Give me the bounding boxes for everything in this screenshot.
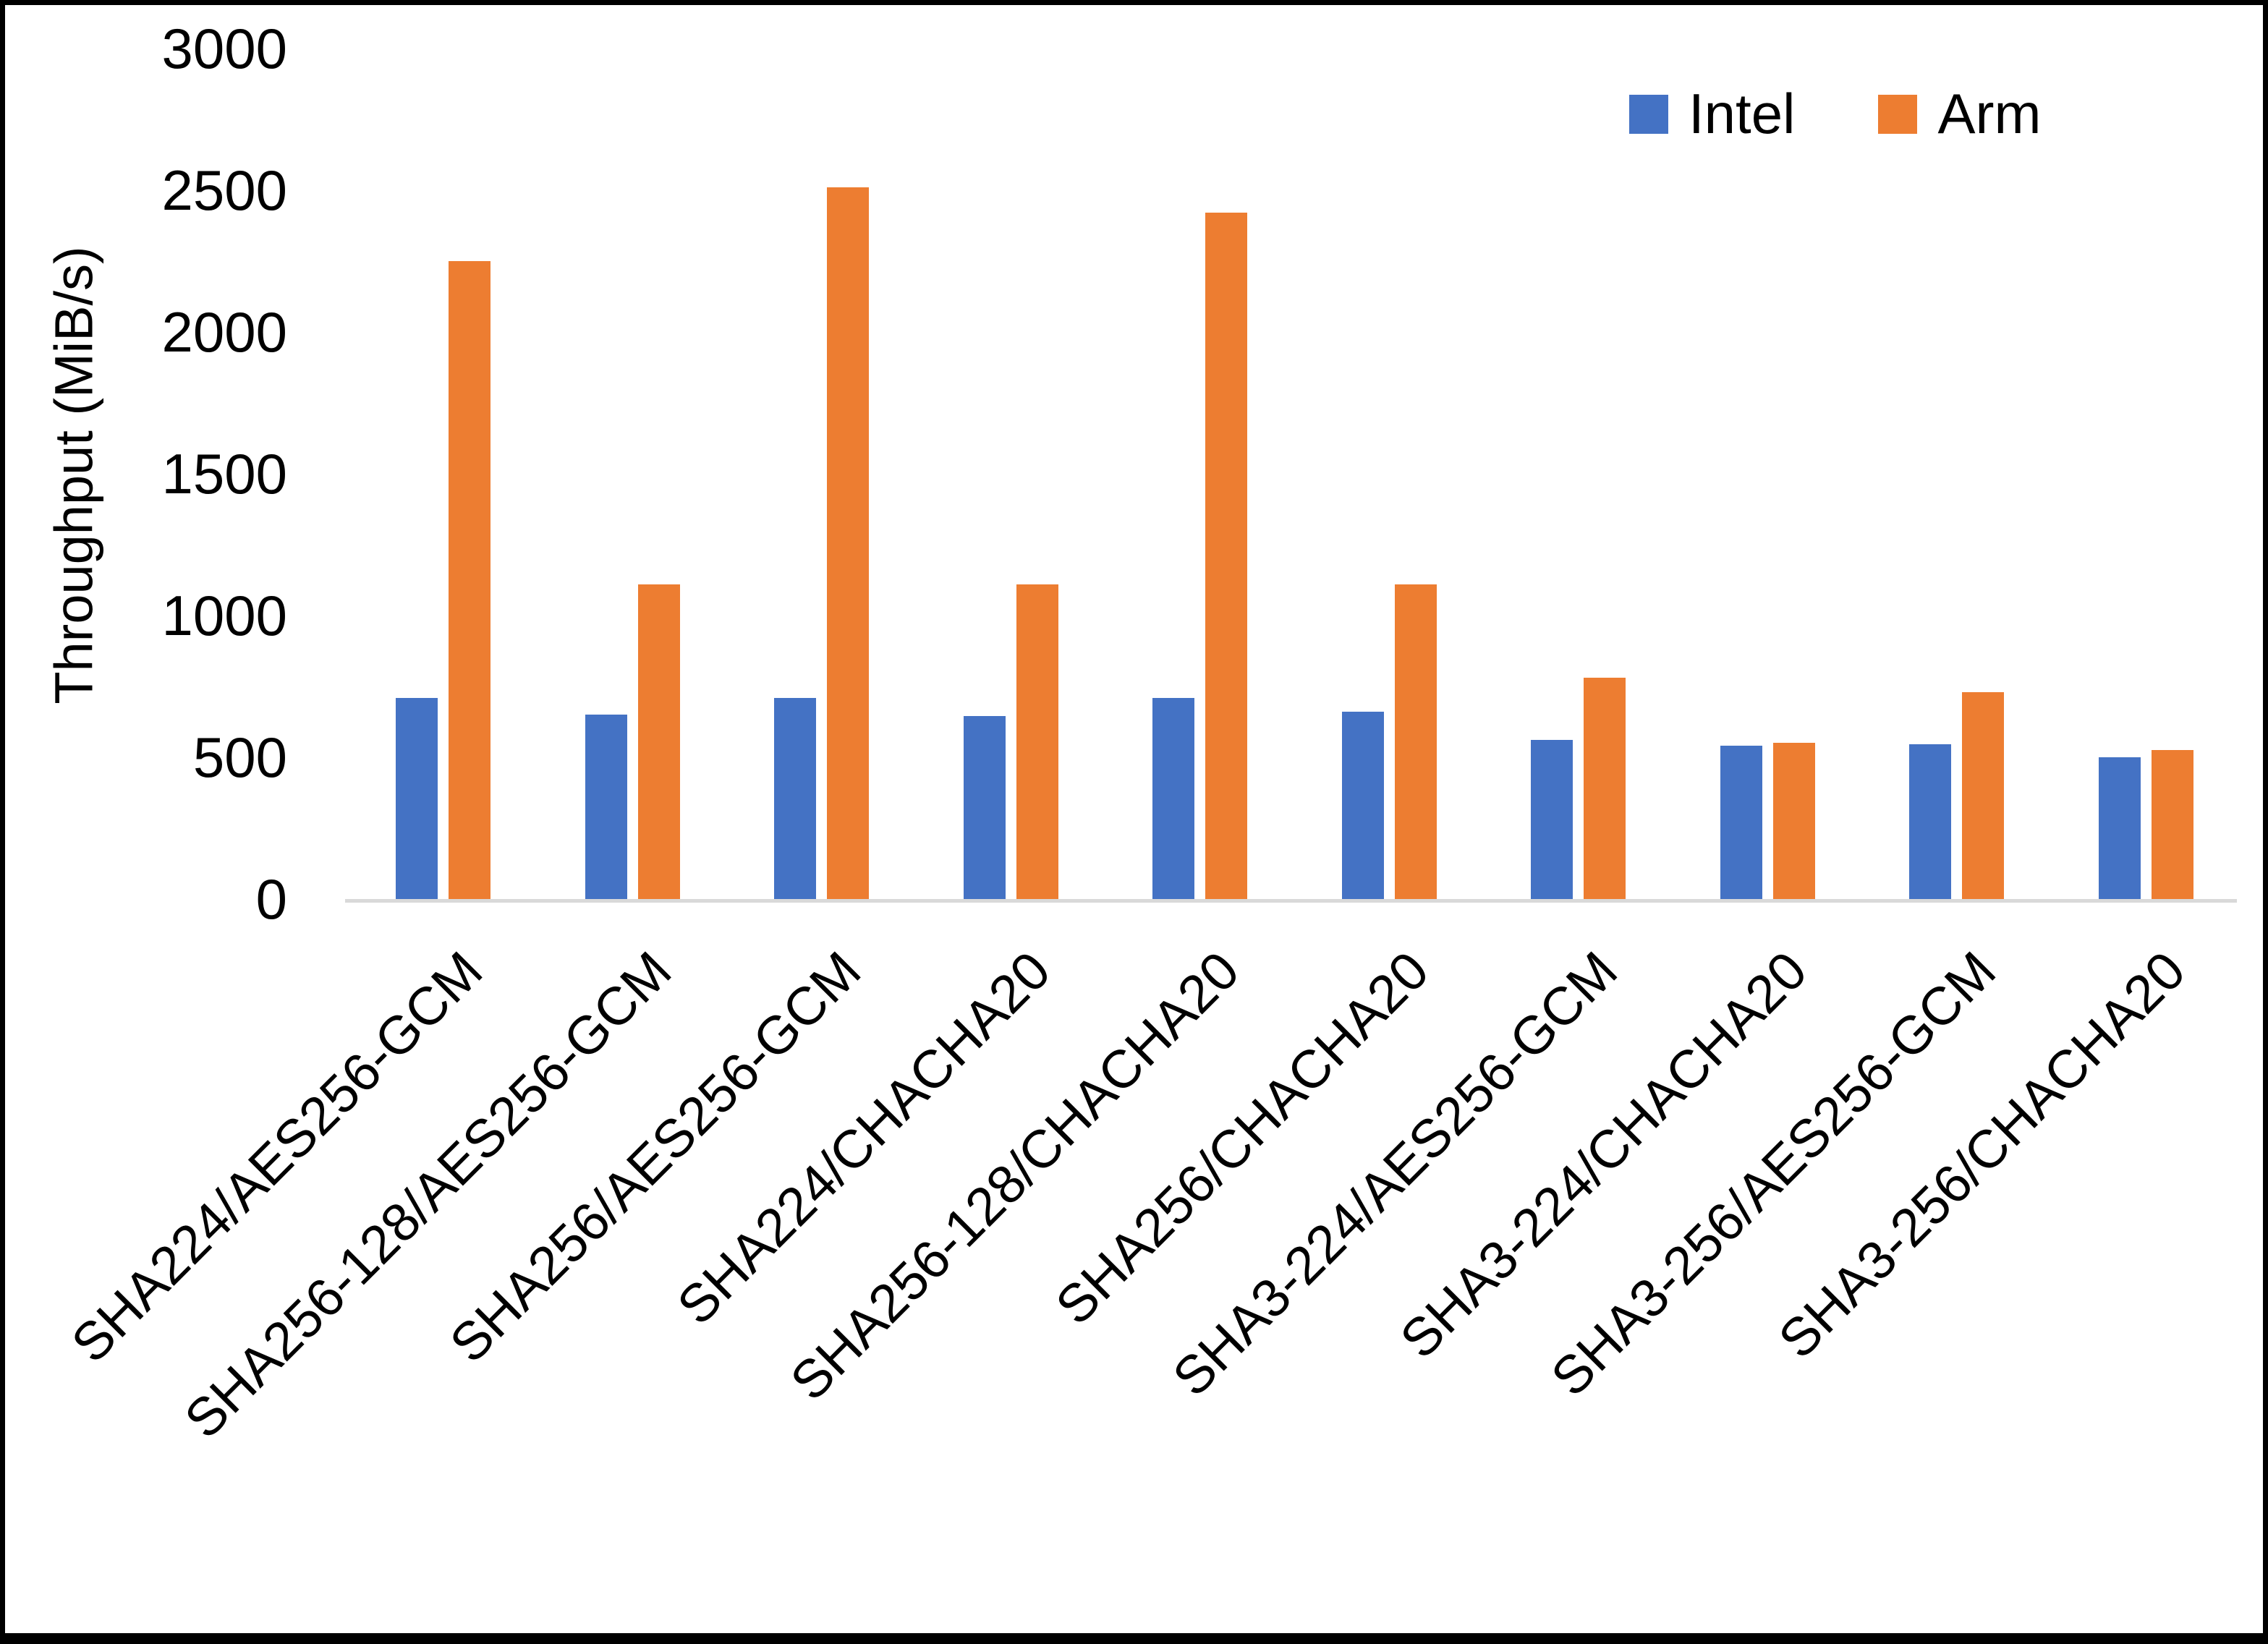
y-tick-0: 0 — [255, 867, 287, 931]
intel-bar-SHA3-224/CHACHA20 — [1720, 746, 1762, 899]
intel-series-swatch-icon — [1629, 94, 1668, 134]
arm-bar-SHA256/AES256-GCM — [827, 187, 869, 899]
legend: Intel Arm — [1629, 81, 2041, 147]
legend-item-arm: Arm — [1878, 81, 2041, 147]
y-tick-1500: 1500 — [161, 442, 287, 506]
y-tick-2500: 2500 — [161, 158, 287, 222]
arm-bar-SHA3-224/AES256-GCM — [1584, 678, 1626, 899]
intel-bar-SHA256-128/AES256-GCM — [585, 715, 627, 899]
intel-bar-SHA256/AES256-GCM — [774, 698, 816, 899]
arm-bar-SHA256/CHACHA20 — [1394, 584, 1437, 899]
legend-label-intel: Intel — [1689, 82, 1796, 145]
arm-bar-SHA3-256/CHACHA20 — [2151, 750, 2193, 899]
y-tick-2000: 2000 — [161, 300, 287, 364]
x-label-SHA224/CHACHA20: SHA224/CHACHA20 — [665, 940, 1061, 1336]
y-tick-3000: 3000 — [161, 17, 287, 80]
legend-item-intel: Intel — [1629, 81, 1795, 147]
intel-bar-SHA3-256/CHACHA20 — [2098, 757, 2141, 899]
intel-bar-SHA3-224/AES256-GCM — [1531, 740, 1573, 899]
intel-bar-SHA224/AES256-GCM — [396, 698, 438, 899]
intel-bar-SHA256-128/CHACHA20 — [1152, 698, 1194, 899]
arm-bar-SHA3-224/CHACHA20 — [1772, 743, 1815, 899]
y-tick-500: 500 — [192, 725, 287, 789]
x-label-SHA256/CHACHA20: SHA256/CHACHA20 — [1043, 940, 1440, 1336]
arm-bar-SHA224/CHACHA20 — [1016, 584, 1058, 899]
legend-label-arm: Arm — [1937, 82, 2042, 145]
y-tick-1000: 1000 — [161, 584, 287, 647]
arm-bar-SHA256-128/AES256-GCM — [637, 584, 680, 899]
arm-bar-SHA224/AES256-GCM — [449, 261, 490, 899]
intel-bar-SHA256/CHACHA20 — [1341, 712, 1384, 899]
intel-bar-SHA3-256/AES256-GCM — [1909, 744, 1951, 899]
intel-bar-SHA224/CHACHA20 — [963, 716, 1006, 899]
plot-area — [345, 48, 2237, 903]
arm-bar-SHA3-256/AES256-GCM — [1962, 692, 2004, 899]
arm-bar-SHA256-128/CHACHA20 — [1205, 213, 1247, 899]
arm-series-swatch-icon — [1878, 94, 1918, 134]
